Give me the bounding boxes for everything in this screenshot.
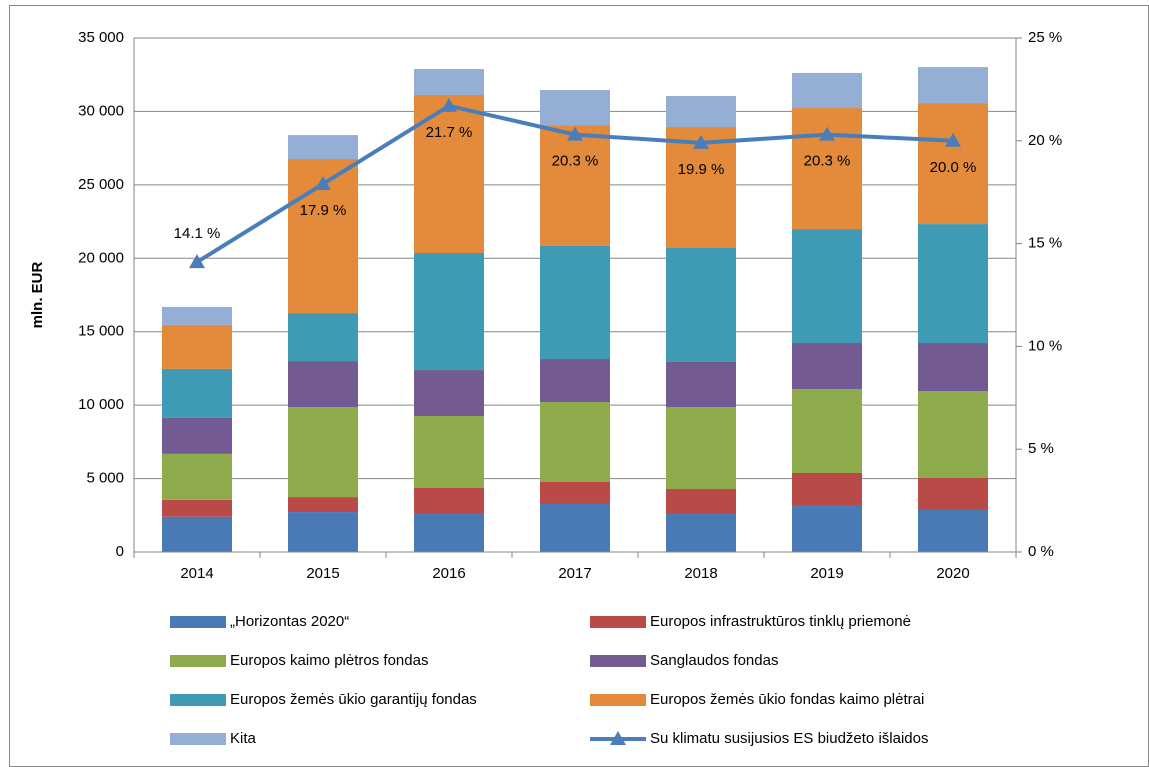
legend-swatch xyxy=(170,655,226,667)
bar-segment xyxy=(540,402,610,482)
bar-segment xyxy=(288,512,358,552)
bar-segment xyxy=(288,135,358,160)
data-label: 20.3 % xyxy=(552,153,599,170)
bar-segment xyxy=(540,359,610,403)
bar-segment xyxy=(414,68,484,95)
bar-segment xyxy=(918,391,988,478)
y-tick-label: 5 000 xyxy=(86,470,124,487)
bar-segment xyxy=(540,89,610,126)
legend-swatch xyxy=(170,733,226,745)
data-label: 20.0 % xyxy=(930,159,977,176)
bar-segment xyxy=(918,477,988,510)
data-label: 20.3 % xyxy=(804,153,851,170)
bar-segment xyxy=(288,407,358,498)
bar-segment xyxy=(792,229,862,344)
legend-swatch xyxy=(590,694,646,706)
y-axis-title: mln. EUR xyxy=(29,262,46,329)
y2-tick-label: 25 % xyxy=(1028,29,1062,46)
y2-tick-label: 0 % xyxy=(1028,543,1054,560)
bar-segment xyxy=(918,343,988,392)
x-tick-label: 2014 xyxy=(180,565,213,582)
line-marker xyxy=(315,175,331,190)
y-tick-label: 15 000 xyxy=(78,323,124,340)
bar-segment xyxy=(792,472,862,506)
y2-tick-label: 10 % xyxy=(1028,337,1062,354)
bar-segment xyxy=(288,361,358,408)
bar-segment xyxy=(666,488,736,514)
line-marker xyxy=(567,126,583,141)
y2-tick-label: 15 % xyxy=(1028,235,1062,252)
bar-segment xyxy=(288,497,358,513)
legend-label: Kita xyxy=(230,730,257,747)
bar-segment xyxy=(792,72,862,109)
bar-segment xyxy=(162,368,232,418)
x-tick-label: 2020 xyxy=(936,565,969,582)
legend-marker xyxy=(610,731,626,745)
legend-swatch xyxy=(590,616,646,628)
bar-segment xyxy=(666,513,736,552)
legend-label: Europos žemės ūkio garantijų fondas xyxy=(230,691,477,708)
bar-segment xyxy=(414,487,484,514)
legend-label: „Horizontas 2020“ xyxy=(230,613,349,630)
line-marker xyxy=(189,254,205,269)
bar-segment xyxy=(666,248,736,362)
line-marker xyxy=(945,132,961,147)
bar-segment xyxy=(792,343,862,389)
bar-segment xyxy=(666,407,736,489)
bar-segment xyxy=(414,416,484,488)
bar-segment xyxy=(414,513,484,552)
bar-segment xyxy=(162,516,232,552)
x-tick-label: 2016 xyxy=(432,565,465,582)
y-tick-label: 25 000 xyxy=(78,176,124,193)
y2-tick-label: 5 % xyxy=(1028,440,1054,457)
bar-segment xyxy=(540,481,610,504)
data-label: 14.1 % xyxy=(174,225,221,242)
line-marker xyxy=(693,134,709,149)
legend-label: Europos žemės ūkio fondas kaimo plėtrai xyxy=(650,691,924,708)
bar-segment xyxy=(540,245,610,360)
bar-segment xyxy=(414,94,484,253)
y-tick-label: 10 000 xyxy=(78,396,124,413)
bar-segment xyxy=(162,453,232,500)
bar-segment xyxy=(162,324,232,369)
line-marker xyxy=(441,97,457,112)
legend-label: Sanglaudos fondas xyxy=(650,652,778,669)
bar-segment xyxy=(918,67,988,104)
bar-segment xyxy=(792,388,862,473)
bar-segment xyxy=(162,417,232,454)
x-tick-label: 2017 xyxy=(558,565,591,582)
bar-segment xyxy=(792,505,862,552)
bar-segment xyxy=(288,313,358,362)
bar-segment xyxy=(666,361,736,408)
bar-segment xyxy=(162,306,232,325)
y-tick-label: 0 xyxy=(116,543,124,560)
data-label: 21.7 % xyxy=(426,124,473,141)
y-tick-label: 20 000 xyxy=(78,249,124,266)
data-label: 17.9 % xyxy=(300,202,347,219)
bar-segment xyxy=(162,499,232,517)
legend-label: Europos infrastruktūros tinklų priemonė xyxy=(650,613,911,630)
legend-swatch xyxy=(590,655,646,667)
x-tick-label: 2018 xyxy=(684,565,717,582)
bar-segment xyxy=(918,509,988,552)
bar-segment xyxy=(666,96,736,127)
legend-label: Europos kaimo plėtros fondas xyxy=(230,652,428,669)
y2-tick-label: 20 % xyxy=(1028,132,1062,149)
legend-swatch xyxy=(170,694,226,706)
bar-segment xyxy=(918,224,988,344)
x-tick-label: 2019 xyxy=(810,565,843,582)
data-label: 19.9 % xyxy=(678,161,725,178)
bar-segment xyxy=(414,370,484,417)
bar-segment xyxy=(414,252,484,371)
x-tick-label: 2015 xyxy=(306,565,339,582)
y-tick-label: 35 000 xyxy=(78,29,124,46)
bar-segment xyxy=(540,503,610,552)
legend-swatch xyxy=(170,616,226,628)
bar-segment xyxy=(918,103,988,225)
legend-label: Su klimatu susijusios ES biudžeto išlaid… xyxy=(650,730,928,747)
bar-segment xyxy=(540,125,610,246)
line-marker xyxy=(819,126,835,141)
y-tick-label: 30 000 xyxy=(78,102,124,119)
